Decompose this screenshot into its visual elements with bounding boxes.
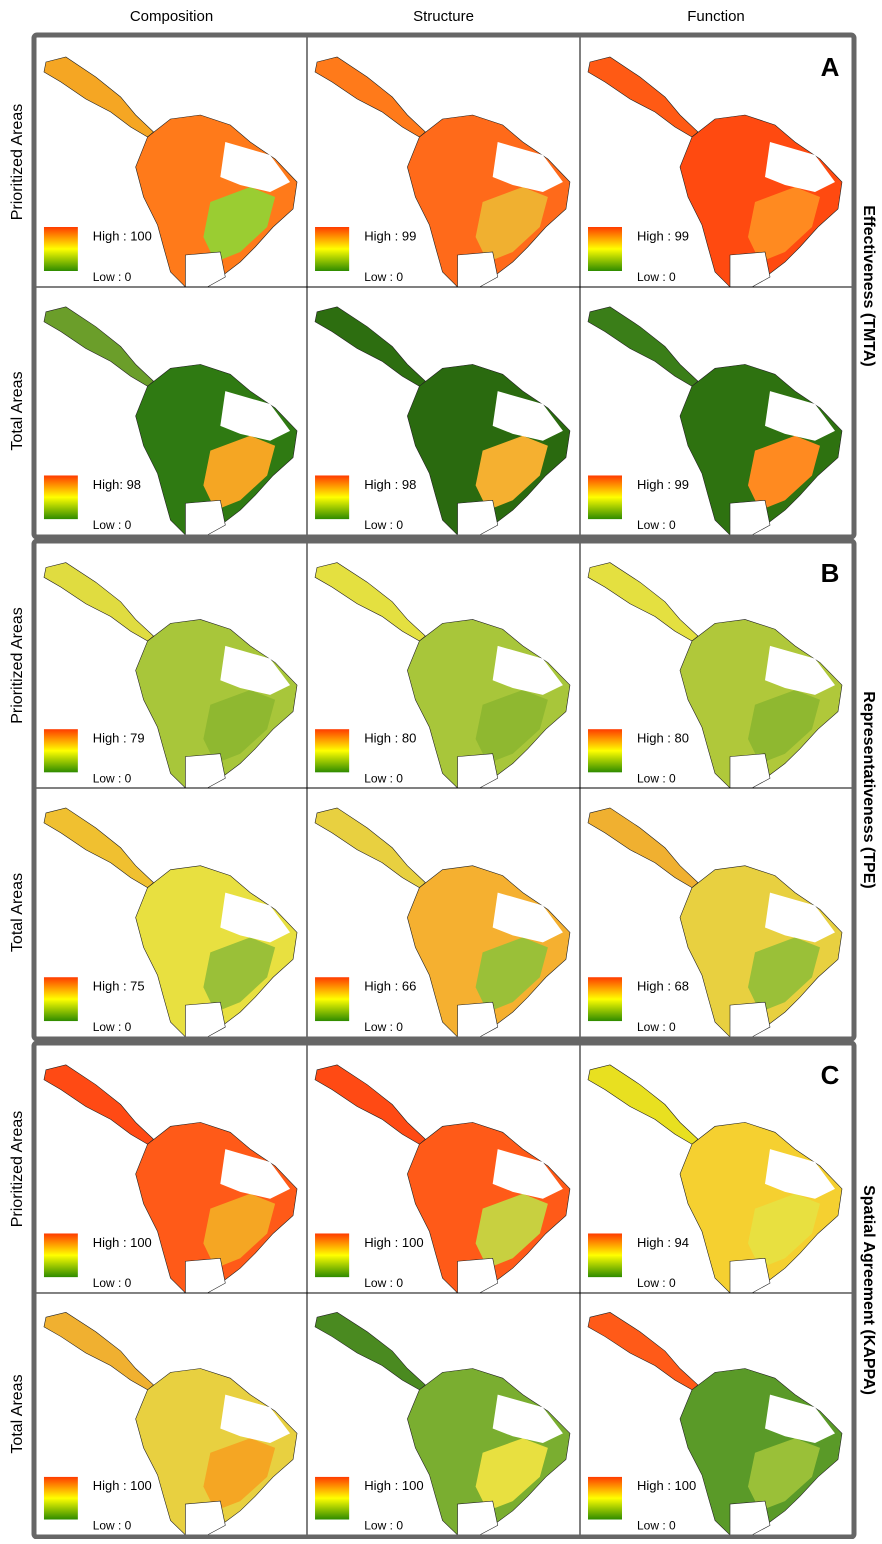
legend-ramp (315, 475, 349, 519)
legend-low: Low : 0 (364, 1276, 403, 1290)
legend-high: High : 66 (364, 979, 416, 994)
map-cell: High : 99 Low : 0 (580, 287, 852, 535)
legend-ramp (44, 977, 78, 1021)
legend-low: Low : 0 (93, 518, 132, 532)
legend-low: Low : 0 (637, 518, 676, 532)
legend-high: High : 100 (93, 228, 152, 243)
legend-low: Low : 0 (364, 518, 403, 532)
map-cell: High : 100 Low : 0 (307, 1293, 580, 1535)
legend-low: Low : 0 (364, 1519, 403, 1533)
side-label: Spatial Agreement (KAPPA) (860, 1185, 877, 1395)
legend-ramp (588, 1477, 622, 1520)
legend-high: High : 99 (637, 477, 689, 492)
legend-low: Low : 0 (637, 1519, 676, 1533)
legend-ramp (315, 227, 349, 271)
legend-ramp (588, 729, 622, 772)
legend-high: High : 68 (637, 979, 689, 994)
row-label: Prioritized Areas (9, 1111, 26, 1228)
row-label: Total Areas (9, 371, 26, 450)
panel-letter: B (821, 558, 840, 588)
legend-high: High : 94 (637, 1235, 689, 1250)
legend-high: High : 98 (364, 477, 416, 492)
legend-high: High : 80 (364, 731, 416, 746)
map-cell: High : 100 Low : 0 (36, 1045, 307, 1293)
legend-high: High : 100 (364, 1235, 423, 1250)
legend-ramp (44, 475, 78, 519)
legend-low: Low : 0 (93, 1519, 132, 1532)
legend-low: Low : 0 (93, 270, 132, 284)
legend-low: Low : 0 (364, 771, 403, 785)
side-label: Effectiveness (TMTA) (860, 205, 877, 367)
legend-ramp (315, 1233, 349, 1277)
map-cell: High : 79 Low : 0 (36, 543, 307, 788)
row-label: Prioritized Areas (9, 104, 26, 221)
legend-ramp (44, 1233, 78, 1277)
map-cell: High : 100 Low : 0 (307, 1045, 580, 1293)
legend-high: High : 100 (93, 1235, 152, 1250)
legend-ramp (588, 977, 622, 1021)
map-cell: High : 68 Low : 0 (580, 788, 852, 1037)
row-label: Prioritized Areas (9, 607, 26, 724)
legend-ramp (44, 729, 78, 772)
legend-high: High : 100 (93, 1478, 152, 1493)
legend-high: High : 79 (93, 730, 145, 745)
map-cell: High : 100 Low : 0 (580, 1293, 852, 1535)
legend-ramp (44, 227, 78, 271)
legend-low: Low : 0 (637, 1276, 676, 1290)
panel-letter: C (821, 1060, 840, 1090)
legend-ramp (588, 1233, 622, 1277)
legend-high: High : 100 (364, 1478, 423, 1493)
legend-high: High : 75 (93, 979, 145, 994)
row-label: Total Areas (9, 1374, 26, 1453)
legend-low: Low : 0 (637, 270, 676, 284)
map-cell: High : 100 Low : 0 (36, 1293, 307, 1535)
legend-ramp (315, 977, 349, 1021)
legend-low: Low : 0 (637, 771, 676, 785)
figure: Composition Structure Function Prioritized … (0, 0, 882, 1539)
legend-high: High : 99 (364, 228, 416, 243)
legend-low: Low : 0 (93, 771, 132, 785)
side-label: Representativeness (TPE) (860, 691, 877, 888)
legend-ramp (315, 1477, 349, 1520)
map-cell: High : 98 Low : 0 (307, 287, 580, 535)
row-label: Total Areas (9, 873, 26, 952)
map-cell: High : 80 Low : 0 (307, 543, 580, 788)
map-cell: High : 99 Low : 0 (580, 37, 852, 287)
legend-low: Low : 0 (637, 1020, 676, 1034)
map-cell: High : 66 Low : 0 (307, 788, 580, 1037)
map-cell: High : 94 Low : 0 (580, 1045, 852, 1293)
legend-high: High: 98 (93, 477, 141, 492)
legend-high: High : 99 (637, 228, 689, 243)
legend-low: Low : 0 (364, 270, 403, 284)
panel-letter: A (821, 52, 840, 82)
map-cell: High : 80 Low : 0 (580, 543, 852, 788)
column-header: Structure (413, 8, 474, 25)
map-cell: High : 75 Low : 0 (36, 788, 307, 1037)
legend-high: High : 80 (637, 730, 689, 745)
legend-ramp (588, 227, 622, 271)
legend-high: High : 100 (637, 1478, 696, 1493)
legend-low: Low : 0 (93, 1276, 132, 1290)
map-cell: High : 99 Low : 0 (307, 37, 580, 287)
map-cell: High : 100 Low : 0 (36, 37, 307, 287)
legend-ramp (315, 729, 349, 772)
legend-ramp (588, 475, 622, 519)
legend-low: Low : 0 (364, 1020, 403, 1034)
legend-low: Low : 0 (93, 1020, 132, 1034)
column-header: Function (687, 8, 745, 25)
legend-ramp (44, 1477, 78, 1520)
column-header: Composition (130, 8, 213, 25)
map-cell: High: 98 Low : 0 (36, 287, 307, 535)
